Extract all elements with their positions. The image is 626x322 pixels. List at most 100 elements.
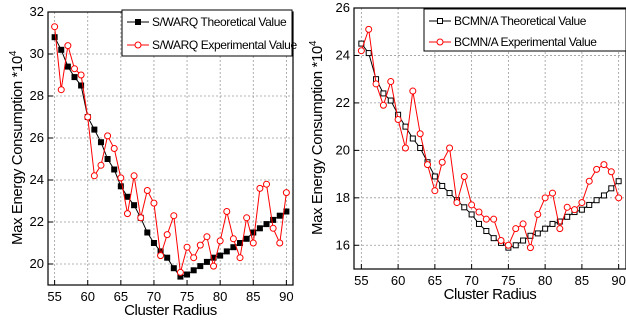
x-axis-title: Cluster Radius bbox=[124, 302, 217, 319]
legend-label: S/WARQ Theoretical Value bbox=[152, 15, 287, 29]
legend-marker bbox=[135, 42, 141, 48]
data-point bbox=[491, 216, 497, 222]
data-point bbox=[244, 215, 250, 221]
y-tick-label: 24 bbox=[30, 172, 44, 187]
data-point bbox=[601, 193, 606, 198]
data-point bbox=[211, 263, 217, 269]
data-point bbox=[476, 221, 481, 226]
data-point bbox=[65, 64, 70, 69]
data-point bbox=[191, 268, 196, 273]
data-point bbox=[469, 212, 474, 217]
data-point bbox=[71, 66, 77, 72]
x-tick-label: 60 bbox=[391, 273, 405, 288]
data-point bbox=[92, 127, 97, 132]
data-point bbox=[549, 190, 555, 196]
data-point bbox=[586, 178, 592, 184]
data-point bbox=[257, 185, 263, 191]
x-tick-label: 55 bbox=[354, 273, 368, 288]
data-point bbox=[432, 174, 437, 179]
data-point bbox=[72, 75, 77, 80]
data-point bbox=[587, 202, 592, 207]
data-point bbox=[185, 272, 190, 277]
y-tick-label: 22 bbox=[30, 214, 44, 229]
y-tick-label: 16 bbox=[336, 237, 350, 252]
data-point bbox=[535, 231, 540, 236]
data-point bbox=[527, 245, 533, 251]
data-point bbox=[237, 255, 243, 261]
data-point bbox=[520, 221, 526, 227]
data-point bbox=[462, 205, 467, 210]
data-point bbox=[403, 124, 408, 129]
data-point bbox=[505, 242, 511, 248]
x-tick-label: 85 bbox=[246, 289, 260, 304]
y-tick-label: 28 bbox=[30, 88, 44, 103]
data-point bbox=[579, 207, 584, 212]
data-point bbox=[144, 188, 150, 194]
data-point bbox=[198, 264, 203, 269]
data-point bbox=[521, 238, 526, 243]
x-tick-label: 60 bbox=[80, 289, 94, 304]
data-point bbox=[264, 181, 270, 187]
data-point bbox=[535, 211, 541, 217]
data-point bbox=[118, 175, 124, 181]
data-point bbox=[218, 253, 223, 258]
series-line bbox=[361, 44, 618, 248]
y-tick-label: 20 bbox=[336, 142, 350, 157]
y-tick-label: 20 bbox=[30, 256, 44, 271]
data-point bbox=[608, 169, 614, 175]
data-point bbox=[277, 213, 282, 218]
data-point bbox=[171, 213, 177, 219]
data-point bbox=[164, 232, 170, 238]
data-point bbox=[158, 253, 164, 259]
data-point bbox=[476, 209, 482, 215]
data-point bbox=[145, 230, 150, 235]
legend-marker bbox=[438, 19, 443, 24]
data-point bbox=[138, 215, 144, 221]
data-point bbox=[381, 91, 386, 96]
data-point bbox=[230, 236, 236, 242]
data-point bbox=[564, 204, 570, 210]
data-point bbox=[171, 266, 176, 271]
data-point bbox=[439, 159, 445, 165]
data-point bbox=[432, 188, 438, 194]
data-point bbox=[440, 183, 445, 188]
data-point bbox=[91, 173, 97, 179]
series-line bbox=[361, 29, 618, 247]
data-point bbox=[197, 242, 203, 248]
data-point bbox=[270, 225, 276, 231]
data-point bbox=[542, 195, 548, 201]
data-point bbox=[572, 207, 578, 213]
data-point bbox=[616, 179, 621, 184]
legend-label: BCMN/A Experimental Value bbox=[454, 35, 597, 49]
data-point bbox=[204, 259, 209, 264]
data-point bbox=[498, 238, 504, 244]
legend-marker bbox=[437, 39, 443, 45]
data-point bbox=[579, 200, 585, 206]
data-point bbox=[601, 162, 607, 168]
x-tick-label: 90 bbox=[611, 273, 625, 288]
data-point bbox=[388, 98, 393, 103]
data-point bbox=[165, 255, 170, 260]
data-point bbox=[461, 173, 467, 179]
data-point bbox=[224, 209, 230, 215]
data-point bbox=[395, 117, 401, 123]
data-point bbox=[388, 79, 394, 85]
data-point bbox=[543, 226, 548, 231]
data-point bbox=[410, 88, 416, 94]
data-point bbox=[380, 102, 386, 108]
data-point bbox=[78, 72, 84, 78]
data-point bbox=[132, 203, 137, 208]
data-point bbox=[105, 133, 111, 139]
data-point bbox=[550, 221, 555, 226]
y-tick-label: 18 bbox=[336, 190, 350, 205]
y-tick-label: 32 bbox=[30, 4, 44, 19]
data-point bbox=[217, 238, 223, 244]
data-point bbox=[264, 222, 269, 227]
data-point bbox=[425, 162, 431, 168]
data-point bbox=[277, 240, 283, 246]
data-point bbox=[491, 236, 496, 241]
data-point bbox=[513, 226, 519, 232]
data-point bbox=[447, 191, 452, 196]
data-point bbox=[594, 166, 600, 172]
data-point bbox=[565, 214, 570, 219]
